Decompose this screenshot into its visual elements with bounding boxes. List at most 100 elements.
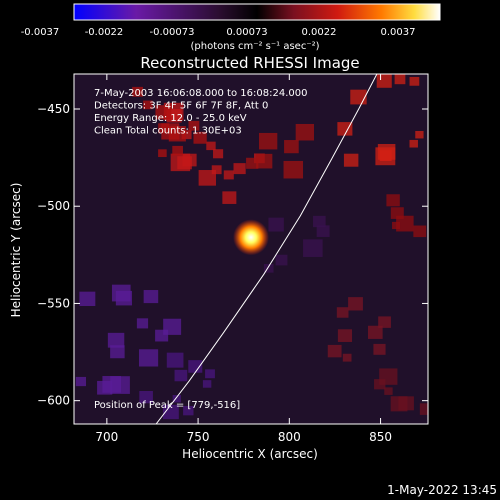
- heatmap-cell: [409, 139, 418, 148]
- heatmap-cell: [206, 141, 216, 151]
- heatmap-cell: [246, 157, 259, 169]
- heatmap-cell: [158, 149, 167, 158]
- heatmap-cell: [284, 140, 299, 154]
- heatmap-cell: [172, 395, 181, 403]
- heatmap-cell: [283, 160, 304, 179]
- heatmap-cell: [275, 254, 288, 266]
- colorbar-tick: -0.00073: [150, 27, 195, 38]
- plot-frame: [73, 73, 429, 425]
- heatmap-cell: [336, 307, 349, 318]
- heatmap-cell: [162, 404, 179, 420]
- heatmap-cell: [409, 76, 420, 86]
- footer-timestamp: 1-May-2022 13:45: [387, 483, 497, 497]
- plot-area: 700 750 800 850 −600 −550 −500 −450 7-May-2003 …: [37, 73, 429, 444]
- heatmap-cell: [379, 149, 392, 161]
- y-tick-label: −450: [37, 102, 70, 116]
- heatmap-cell: [413, 225, 427, 238]
- heatmap-cell: [233, 163, 246, 175]
- heatmap-cell: [394, 74, 406, 85]
- heatmap-cell: [295, 123, 315, 141]
- colorbar-tick-label: 0.00073: [226, 27, 267, 38]
- heatmap-cell: [222, 191, 237, 204]
- x-tick-label: 800: [278, 430, 301, 444]
- heatmap-cell: [337, 329, 353, 342]
- heatmap-cell: [158, 123, 170, 134]
- heatmap-cell: [143, 100, 153, 110]
- heatmap-cell: [163, 318, 182, 335]
- peak-position-label: Position of Peak = [779,-516]: [94, 400, 240, 411]
- peak-source: [233, 219, 269, 256]
- heatmap-cell: [374, 379, 386, 390]
- colorbar-tick: -0.0037: [21, 27, 60, 38]
- colorbar-gradient: [73, 3, 441, 21]
- x-axis-label: Heliocentric X (arcsec): [182, 447, 318, 461]
- colorbar-tick: 0.00073: [226, 27, 267, 38]
- heatmap-cell: [415, 130, 424, 139]
- colorbar-tick: -0.0022: [85, 27, 124, 38]
- annotation-line: Energy Range: 12.0 - 25.0 keV: [94, 113, 247, 124]
- heatmap-cell: [155, 105, 172, 120]
- heatmap-cell: [256, 153, 273, 169]
- colorbar-tick-label: -0.0037: [21, 27, 60, 38]
- heatmap-cell: [350, 89, 367, 105]
- heatmap-cell: [348, 297, 363, 311]
- heatmap-cell: [392, 221, 401, 230]
- heatmap-cell: [174, 369, 188, 382]
- heatmap-cell: [110, 376, 130, 394]
- heatmap-cell: [107, 332, 125, 348]
- axis-ticks: 700 750 800 850 −600 −550 −500 −450: [37, 74, 428, 444]
- heatmap-cell: [259, 132, 278, 150]
- heatmap-cell: [181, 130, 192, 140]
- x-tick-label: 700: [95, 430, 118, 444]
- heatmap-cell: [398, 396, 414, 411]
- colorbar-tick: 0.0037: [381, 27, 416, 38]
- heatmap-cell: [316, 225, 330, 237]
- heatmap-cell: [213, 149, 224, 159]
- heatmap-cell: [419, 403, 428, 415]
- heatmap-cell: [367, 325, 383, 339]
- heatmap-image: [74, 74, 428, 424]
- x-tick-label: 850: [369, 430, 392, 444]
- colorbar-tick: 0.0022: [302, 27, 337, 38]
- heatmap-cell: [193, 131, 207, 144]
- colorbar-tick-label: 0.0022: [302, 27, 337, 38]
- heatmap-cell: [263, 264, 274, 273]
- colorbar-tick-label: -0.00073: [150, 27, 195, 38]
- heatmap-cell: [303, 239, 323, 257]
- heatmap-cell: [166, 352, 184, 368]
- colorbar-ticks: -0.0037 -0.0022 -0.00073 0.00073 0.0022 0.003…: [21, 27, 416, 38]
- heatmap-cell: [327, 344, 342, 358]
- annotation-line: Detectors: 3F 4F 5F 6F 7F 8F, Att 0: [94, 101, 268, 112]
- heatmap-cell: [198, 170, 216, 186]
- heatmap-cell: [188, 120, 200, 131]
- y-tick-label: −550: [37, 296, 70, 310]
- heatmap-cell: [378, 316, 391, 328]
- heatmap-cell: [343, 153, 359, 167]
- heatmap-cell: [376, 74, 392, 88]
- heatmap-cell: [342, 353, 352, 362]
- heatmap-cell: [139, 391, 153, 404]
- heatmap-cell: [155, 329, 169, 342]
- heatmap-cell: [110, 345, 125, 359]
- heatmap-cell: [111, 284, 131, 302]
- colorbar-tick-label: 0.0037: [381, 27, 416, 38]
- heatmap-cell: [172, 145, 183, 156]
- annotation-line: Clean Total counts: 1.30E+03: [94, 126, 242, 137]
- heatmap-cell: [188, 360, 203, 373]
- annotation-line: 7-May-2003 16:06:08.000 to 16:08:24.000: [94, 88, 307, 99]
- heatmap-cell: [132, 86, 143, 97]
- heatmap-cell: [177, 156, 192, 170]
- heatmap-cell: [138, 349, 159, 367]
- heatmap-cell: [390, 207, 404, 219]
- annotation-block: 7-May-2003 16:06:08.000 to 16:08:24.000 D…: [94, 88, 307, 137]
- heatmap-cell: [313, 215, 326, 228]
- x-tick-label: 750: [187, 430, 210, 444]
- heatmap-cell: [386, 194, 400, 207]
- heatmap-cell: [384, 387, 393, 395]
- heatmap-cell: [202, 380, 212, 388]
- y-axis-label: Heliocentric Y (arcsec): [9, 183, 23, 318]
- colorbar-unit-label: (photons cm⁻² s⁻¹ asec⁻²): [190, 41, 319, 52]
- heatmap-cell: [136, 318, 149, 329]
- heatmap-cell: [79, 291, 96, 306]
